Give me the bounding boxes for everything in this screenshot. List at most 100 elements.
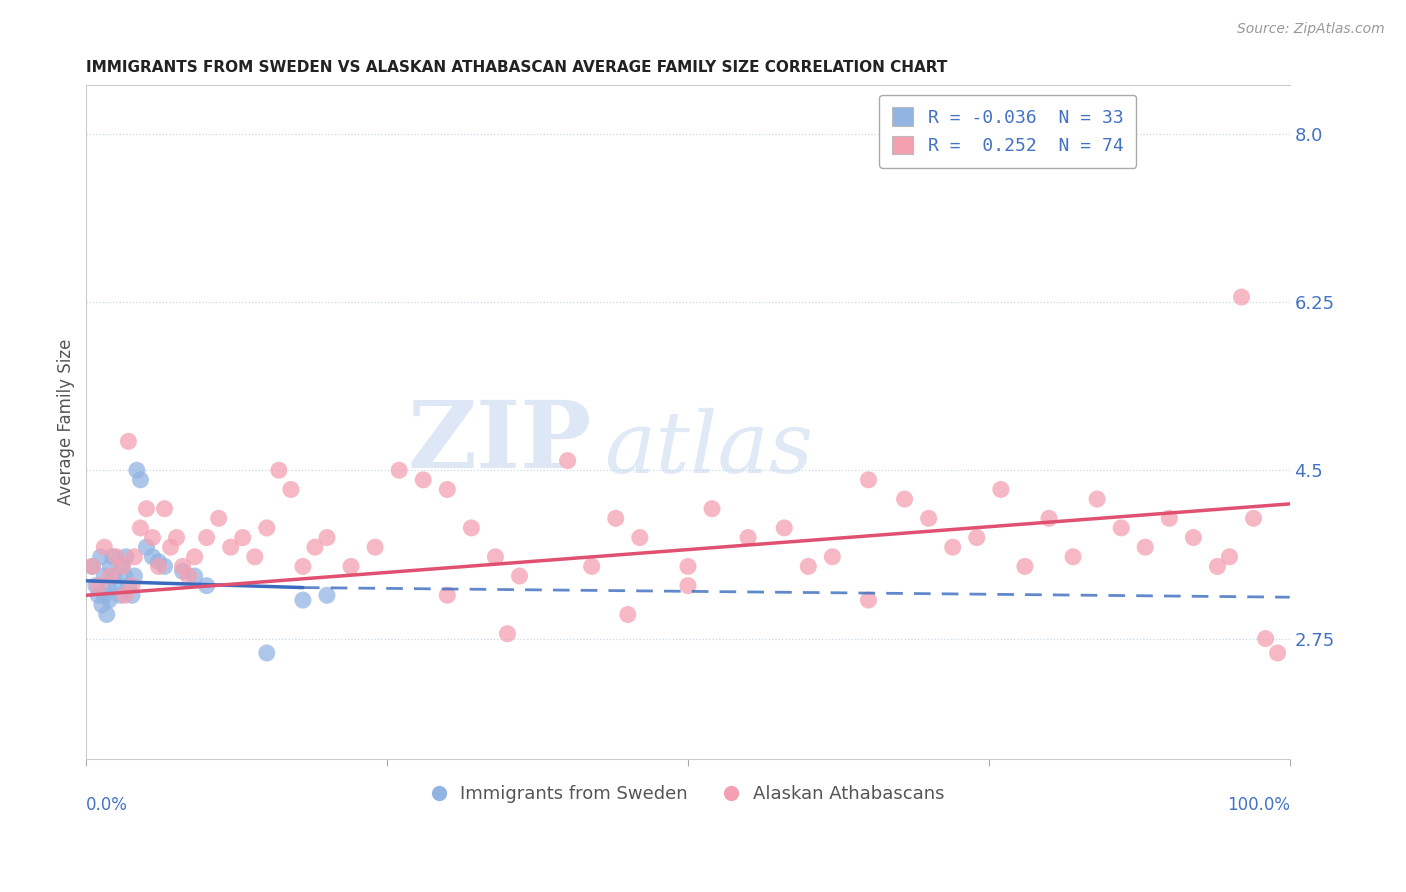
Point bbox=[87, 588, 110, 602]
Point bbox=[1135, 540, 1157, 554]
Point bbox=[98, 559, 121, 574]
Point bbox=[172, 564, 194, 578]
Point bbox=[1218, 549, 1240, 564]
Point bbox=[340, 559, 363, 574]
Point bbox=[195, 531, 218, 545]
Point bbox=[101, 549, 124, 564]
Point bbox=[412, 473, 434, 487]
Point bbox=[256, 521, 278, 535]
Point bbox=[117, 434, 139, 449]
Point bbox=[966, 531, 988, 545]
Point bbox=[115, 549, 138, 564]
Text: atlas: atlas bbox=[603, 408, 813, 491]
Text: 0.0%: 0.0% bbox=[86, 796, 128, 814]
Point bbox=[90, 598, 112, 612]
Point bbox=[316, 531, 339, 545]
Point bbox=[153, 559, 176, 574]
Point bbox=[821, 549, 844, 564]
Point bbox=[280, 483, 302, 497]
Point bbox=[364, 540, 387, 554]
Point bbox=[87, 579, 110, 593]
Point bbox=[388, 463, 411, 477]
Point bbox=[256, 646, 278, 660]
Point bbox=[82, 559, 104, 574]
Point bbox=[172, 559, 194, 574]
Text: 100.0%: 100.0% bbox=[1226, 796, 1289, 814]
Point bbox=[90, 549, 112, 564]
Point bbox=[183, 569, 205, 583]
Point bbox=[141, 531, 163, 545]
Point bbox=[436, 588, 458, 602]
Y-axis label: Average Family Size: Average Family Size bbox=[58, 339, 75, 506]
Point bbox=[858, 593, 880, 607]
Point bbox=[124, 549, 146, 564]
Point bbox=[124, 569, 146, 583]
Text: IMMIGRANTS FROM SWEDEN VS ALASKAN ATHABASCAN AVERAGE FAMILY SIZE CORRELATION CHA: IMMIGRANTS FROM SWEDEN VS ALASKAN ATHABA… bbox=[86, 60, 948, 75]
Point bbox=[84, 579, 107, 593]
Point bbox=[183, 549, 205, 564]
Point bbox=[121, 579, 143, 593]
Legend: Immigrants from Sweden, Alaskan Athabascans: Immigrants from Sweden, Alaskan Athabasc… bbox=[425, 778, 952, 810]
Point bbox=[105, 579, 128, 593]
Point bbox=[291, 593, 314, 607]
Point bbox=[617, 607, 640, 622]
Point bbox=[121, 588, 143, 602]
Text: ZIP: ZIP bbox=[408, 397, 592, 487]
Point bbox=[93, 569, 115, 583]
Point bbox=[700, 501, 723, 516]
Point bbox=[125, 463, 148, 477]
Point bbox=[1267, 646, 1289, 660]
Point bbox=[1109, 521, 1132, 535]
Point bbox=[291, 559, 314, 574]
Point bbox=[1085, 492, 1108, 507]
Point bbox=[484, 549, 506, 564]
Point bbox=[460, 521, 482, 535]
Point bbox=[557, 453, 579, 467]
Point bbox=[1038, 511, 1060, 525]
Point bbox=[1254, 632, 1277, 646]
Point bbox=[135, 540, 157, 554]
Point bbox=[243, 549, 266, 564]
Point bbox=[893, 492, 915, 507]
Point bbox=[105, 549, 128, 564]
Point bbox=[114, 569, 136, 583]
Point bbox=[114, 588, 136, 602]
Point bbox=[773, 521, 796, 535]
Point bbox=[676, 579, 699, 593]
Point bbox=[98, 593, 121, 607]
Point bbox=[111, 559, 134, 574]
Point bbox=[496, 626, 519, 640]
Point bbox=[129, 521, 152, 535]
Point bbox=[148, 559, 170, 574]
Point bbox=[1014, 559, 1036, 574]
Point bbox=[93, 588, 115, 602]
Point bbox=[141, 549, 163, 564]
Point bbox=[942, 540, 965, 554]
Point bbox=[117, 579, 139, 593]
Point bbox=[316, 588, 339, 602]
Point bbox=[148, 555, 170, 569]
Point bbox=[858, 473, 880, 487]
Point bbox=[159, 540, 181, 554]
Point bbox=[1159, 511, 1181, 525]
Point bbox=[111, 559, 134, 574]
Point bbox=[267, 463, 290, 477]
Point bbox=[628, 531, 651, 545]
Point bbox=[93, 540, 115, 554]
Point bbox=[232, 531, 254, 545]
Point bbox=[917, 511, 939, 525]
Point bbox=[177, 569, 200, 583]
Point bbox=[508, 569, 530, 583]
Point bbox=[304, 540, 326, 554]
Point bbox=[676, 559, 699, 574]
Text: Source: ZipAtlas.com: Source: ZipAtlas.com bbox=[1237, 22, 1385, 37]
Point bbox=[103, 569, 125, 583]
Point bbox=[219, 540, 242, 554]
Point bbox=[135, 501, 157, 516]
Point bbox=[97, 579, 120, 593]
Point bbox=[1243, 511, 1265, 525]
Point bbox=[737, 531, 759, 545]
Point bbox=[98, 569, 121, 583]
Point bbox=[195, 579, 218, 593]
Point bbox=[1230, 290, 1253, 304]
